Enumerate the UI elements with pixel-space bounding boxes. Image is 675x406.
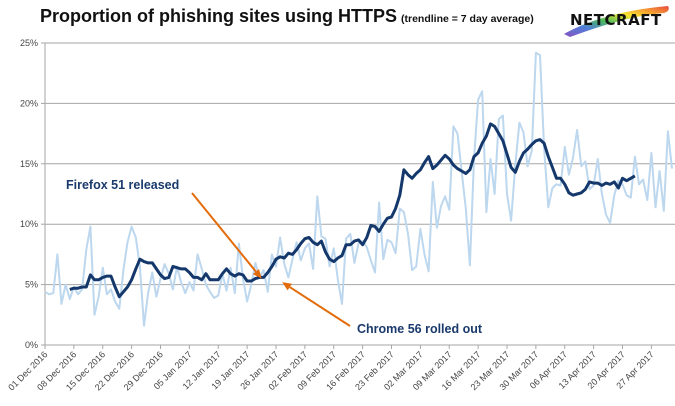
y-tick-labels: 0% 5% 10% 15% 20% 25%	[20, 38, 38, 350]
y-tick-label: 0%	[25, 340, 38, 350]
logo-text: NETCRAFT	[570, 11, 662, 29]
chart-title-block: Proportion of phishing sites using HTTPS…	[40, 6, 534, 27]
netcraft-logo: NETCRAFT	[564, 6, 669, 37]
annotation-firefox-51: Firefox 51 released	[66, 178, 179, 192]
chart-title: Proportion of phishing sites using HTTPS	[40, 6, 397, 26]
y-tick-label: 15%	[20, 159, 38, 169]
chart-subtitle: (trendline = 7 day average)	[401, 13, 534, 25]
arrowhead-firefox-51	[252, 269, 262, 279]
y-tick-label: 5%	[25, 280, 38, 290]
annotations: Firefox 51 released Chrome 56 rolled out	[66, 178, 483, 336]
arrow-chrome-56	[289, 286, 351, 327]
series-daily-line	[44, 51, 673, 327]
rainbow-swoosh	[564, 6, 669, 37]
arrowhead-chrome-56	[282, 282, 292, 291]
arrow-firefox-51	[191, 192, 257, 273]
axes	[41, 42, 675, 349]
y-tick-label: 10%	[20, 219, 38, 229]
annotation-chrome-56: Chrome 56 rolled out	[357, 322, 483, 336]
series-7-day-average-line	[69, 122, 636, 299]
y-tick-label: 20%	[20, 98, 38, 108]
y-tick-label: 25%	[20, 38, 38, 48]
